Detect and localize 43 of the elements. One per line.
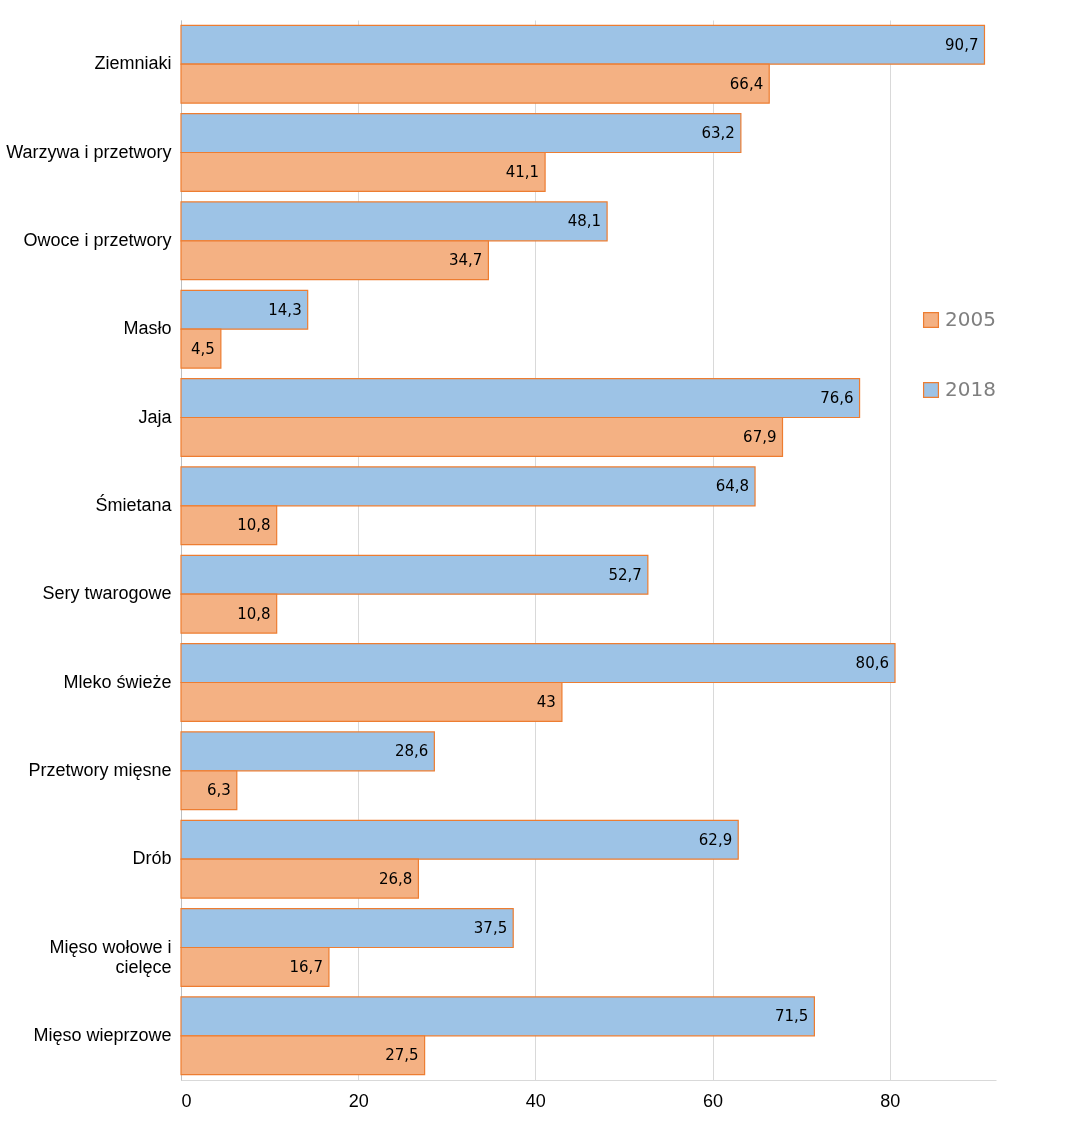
- data-label: 66,4: [729, 74, 764, 93]
- data-label: 80,6: [855, 654, 890, 673]
- data-label: 10,8: [237, 604, 271, 623]
- data-label: 6,3: [206, 781, 231, 800]
- y-tick-label: Warzywa i przetwory: [6, 141, 172, 162]
- data-label: 76,6: [820, 389, 854, 408]
- data-label: 71,5: [774, 1007, 809, 1026]
- legend-label: 2018: [945, 377, 996, 401]
- y-tick-label: Jaja: [138, 406, 173, 427]
- y-tick-label: Owoce i przetwory: [23, 229, 172, 250]
- x-tick-label: 0: [181, 1090, 192, 1111]
- y-tick-label: Drób: [132, 848, 172, 869]
- y-tick-label: Mięso wołowe i cielęce: [49, 936, 172, 977]
- data-label: 4,5: [191, 339, 215, 358]
- data-label: 16,7: [289, 957, 323, 976]
- data-label: 63,2: [701, 124, 735, 143]
- y-tick-label: Mięso wieprzowe: [33, 1024, 172, 1045]
- data-label: 90,7: [945, 35, 979, 54]
- y-tick-label: Przetwory mięsne: [28, 759, 172, 780]
- data-label: 26,8: [379, 869, 413, 888]
- legend-label: 2005: [945, 307, 996, 331]
- y-tick-label: Sery twarogowe: [42, 583, 172, 604]
- data-label: 43: [536, 692, 556, 711]
- y-tick-label: Mleko świeże: [63, 671, 172, 692]
- data-label: 64,8: [715, 477, 750, 496]
- y-tick-label: Śmietana: [95, 493, 173, 515]
- data-label: 41,1: [505, 162, 540, 181]
- data-label: 37,5: [473, 919, 508, 938]
- data-label: 52,7: [608, 565, 642, 584]
- x-tick-label: 80: [880, 1090, 901, 1111]
- data-label: 67,9: [743, 427, 777, 446]
- x-tick-label: 20: [348, 1090, 369, 1111]
- data-label: 27,5: [385, 1046, 419, 1065]
- x-tick-label: 60: [703, 1090, 724, 1111]
- data-label: 34,7: [448, 251, 483, 270]
- x-tick-label: 40: [525, 1090, 546, 1111]
- data-label: 28,6: [394, 742, 429, 761]
- data-label: 14,3: [268, 300, 302, 319]
- data-label: 62,9: [698, 830, 733, 849]
- y-tick-label: Ziemniaki: [94, 53, 172, 74]
- data-label: 10,8: [237, 516, 271, 535]
- data-label: 48,1: [567, 212, 602, 231]
- y-tick-label: Masło: [123, 318, 172, 339]
